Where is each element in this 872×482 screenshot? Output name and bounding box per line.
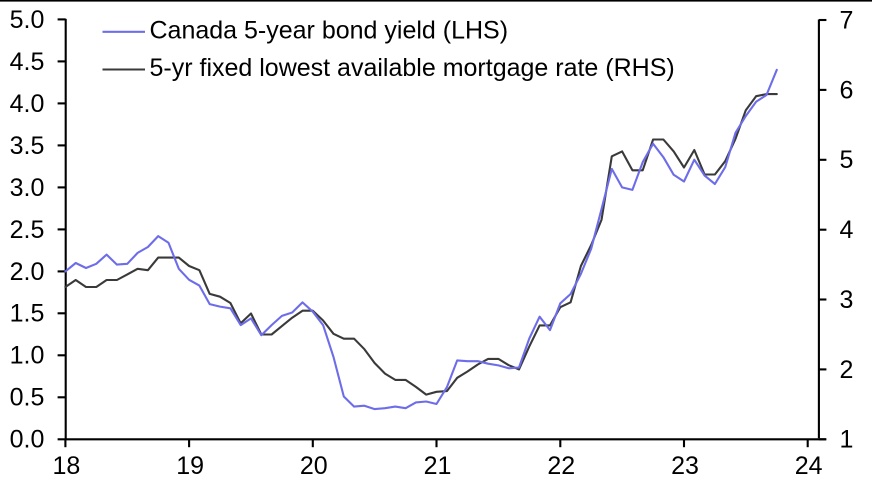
svg-text:21: 21: [424, 452, 452, 480]
svg-text:5: 5: [840, 146, 854, 174]
svg-text:6: 6: [840, 76, 854, 104]
svg-text:Canada 5-year bond yield (LHS): Canada 5-year bond yield (LHS): [150, 17, 509, 45]
svg-text:3.0: 3.0: [10, 174, 45, 202]
svg-text:1.5: 1.5: [10, 300, 45, 328]
svg-text:22: 22: [547, 452, 575, 480]
svg-text:18: 18: [52, 452, 80, 480]
svg-text:2: 2: [840, 356, 854, 384]
svg-text:3.5: 3.5: [10, 132, 45, 160]
svg-text:5-yr fixed lowest available mo: 5-yr fixed lowest available mortgage rat…: [150, 54, 675, 82]
svg-text:24: 24: [795, 452, 823, 480]
svg-text:2.5: 2.5: [10, 216, 45, 244]
svg-text:4: 4: [840, 216, 854, 244]
svg-text:5.0: 5.0: [10, 6, 45, 34]
svg-text:1: 1: [840, 426, 854, 454]
svg-text:23: 23: [671, 452, 699, 480]
svg-text:2.0: 2.0: [10, 258, 45, 286]
svg-text:20: 20: [300, 452, 328, 480]
svg-text:0.5: 0.5: [10, 384, 45, 412]
svg-text:4.0: 4.0: [10, 90, 45, 118]
svg-text:1.0: 1.0: [10, 342, 45, 370]
svg-text:4.5: 4.5: [10, 48, 45, 76]
svg-text:0.0: 0.0: [10, 426, 45, 454]
svg-text:3: 3: [840, 286, 854, 314]
svg-text:19: 19: [176, 452, 204, 480]
svg-text:7: 7: [840, 6, 854, 34]
